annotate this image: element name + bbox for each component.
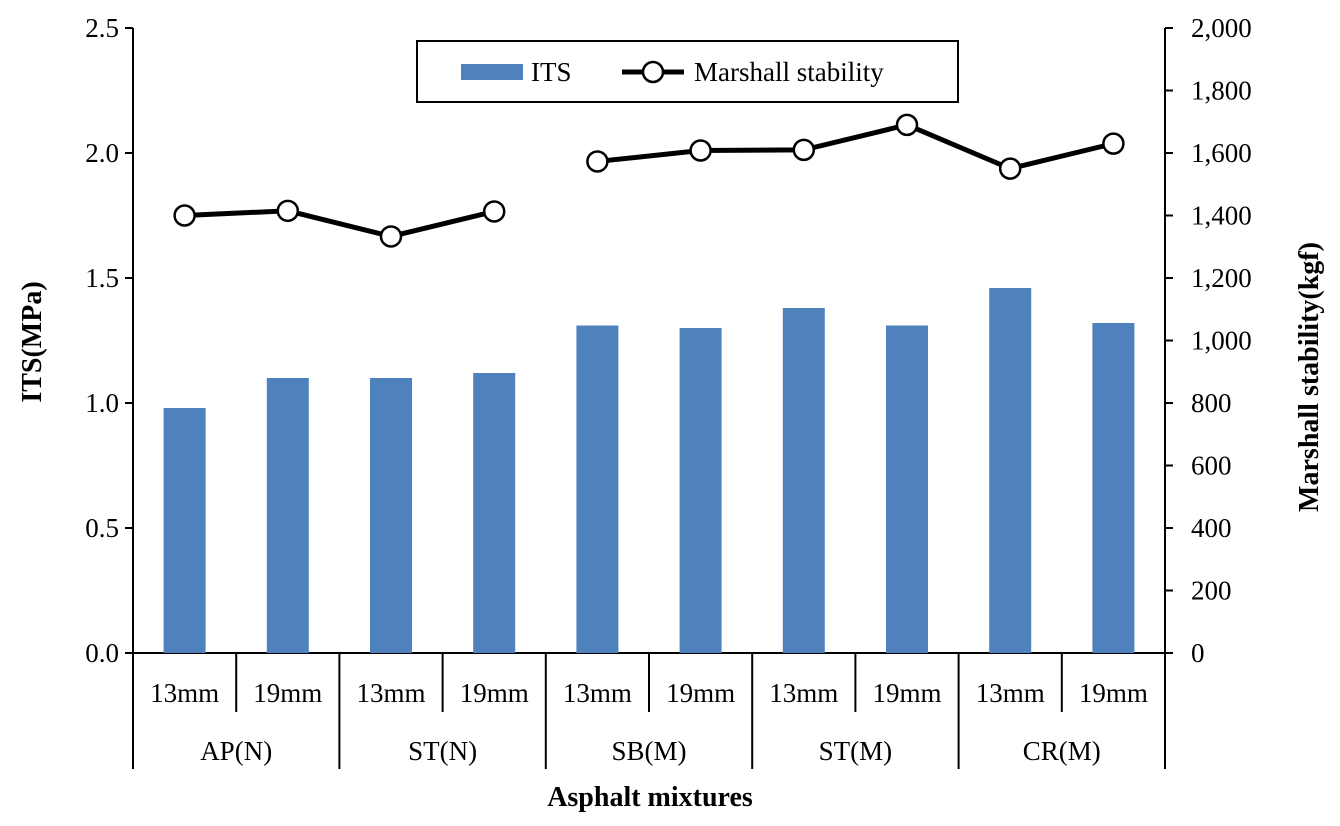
x-group-label-1: AP(N) (200, 736, 272, 766)
marshall-line-segment-2 (597, 122, 1114, 172)
left-tick-label-5: 2.5 (85, 13, 119, 43)
legend: ITS Marshall stability (416, 40, 959, 103)
left-tick-label-0: 0.0 (85, 638, 119, 668)
legend-marshall-marker (641, 60, 665, 84)
marshall-point-3 (379, 225, 403, 248)
x-axis-title: Asphalt mixtures (547, 782, 753, 813)
right-tick-label-10: 2,000 (1191, 13, 1252, 43)
its-bar-4 (473, 373, 516, 653)
x-tick-label-3: 13mm (356, 678, 425, 708)
x-tick-label-9: 13mm (976, 678, 1045, 708)
right-tick-label-2: 400 (1191, 513, 1232, 543)
marshall-line-segment-1 (184, 208, 495, 239)
its-bar-10 (1092, 323, 1135, 653)
its-bar-2 (266, 378, 309, 653)
its-bar-9 (989, 288, 1032, 653)
left-tick-label-4: 2.0 (85, 138, 119, 168)
its-bar-8 (886, 325, 928, 653)
marshall-point-6 (689, 139, 712, 162)
its-bars (163, 288, 1135, 653)
right-tick-label-8: 1,600 (1191, 138, 1252, 168)
x-tick-label-2: 19mm (253, 678, 322, 708)
right-tick-label-0: 0 (1191, 638, 1205, 668)
y-axis-title: ITS(MPa) (17, 281, 48, 402)
marshall-point-10 (1102, 132, 1125, 155)
x-tick-label-6: 19mm (666, 678, 735, 708)
right-tick-label-4: 800 (1191, 388, 1232, 418)
its-bar-1 (163, 408, 206, 653)
left-tick-label-3: 1.5 (85, 263, 119, 293)
right-tick-label-7: 1,400 (1191, 201, 1252, 231)
right-y-axis: 0 200 400 600 800 1,000 1,200 1,400 1,600 1,800 2,… (1165, 13, 1252, 668)
marshall-point-5 (586, 150, 609, 173)
marshall-point-2 (276, 199, 300, 223)
legend-its-swatch (461, 64, 523, 80)
x-group-label-2: ST(N) (408, 736, 477, 766)
x-axis: 13mm 19mm 13mm 19mm 13mm 19mm 13mm 19mm 13mm 19mm… (132, 653, 1166, 769)
its-bar-6 (679, 328, 722, 653)
right-tick-label-3: 600 (1191, 451, 1232, 481)
x-tick-label-7: 13mm (769, 678, 838, 708)
its-bar-5 (576, 325, 619, 653)
left-tick-label-1: 0.5 (85, 513, 119, 543)
right-tick-label-5: 1,000 (1191, 326, 1252, 356)
marshall-point-8 (895, 113, 919, 137)
marshall-point-9 (998, 157, 1022, 180)
marshall-stability-line (173, 113, 1125, 248)
x-tick-label-5: 13mm (563, 678, 632, 708)
x-tick-label-10: 19mm (1079, 678, 1148, 708)
marshall-point-1 (173, 204, 196, 227)
y2-axis-title: Marshall stability(kgf) (1294, 242, 1325, 512)
x-tick-label-4: 19mm (460, 678, 529, 708)
x-group-label-4: ST(M) (819, 736, 893, 766)
legend-its-label: ITS (531, 57, 572, 87)
x-tick-label-8: 19mm (872, 678, 941, 708)
x-tick-label-1: 13mm (150, 678, 219, 708)
marshall-point-4 (482, 200, 506, 223)
x-group-label-5: CR(M) (1023, 736, 1101, 766)
x-group-label-3: SB(M) (611, 736, 686, 766)
its-bar-7 (782, 308, 825, 653)
right-tick-label-6: 1,200 (1191, 263, 1252, 293)
left-y-axis: 0.0 0.5 1.0 1.5 2.0 2.5 (85, 13, 133, 668)
left-tick-label-2: 1.0 (85, 388, 119, 418)
right-tick-label-1: 200 (1191, 576, 1232, 606)
marshall-point-7 (792, 138, 816, 162)
its-bar-3 (370, 378, 412, 653)
legend-marshall-label: Marshall stability (694, 57, 884, 87)
right-tick-label-9: 1,800 (1191, 76, 1252, 106)
